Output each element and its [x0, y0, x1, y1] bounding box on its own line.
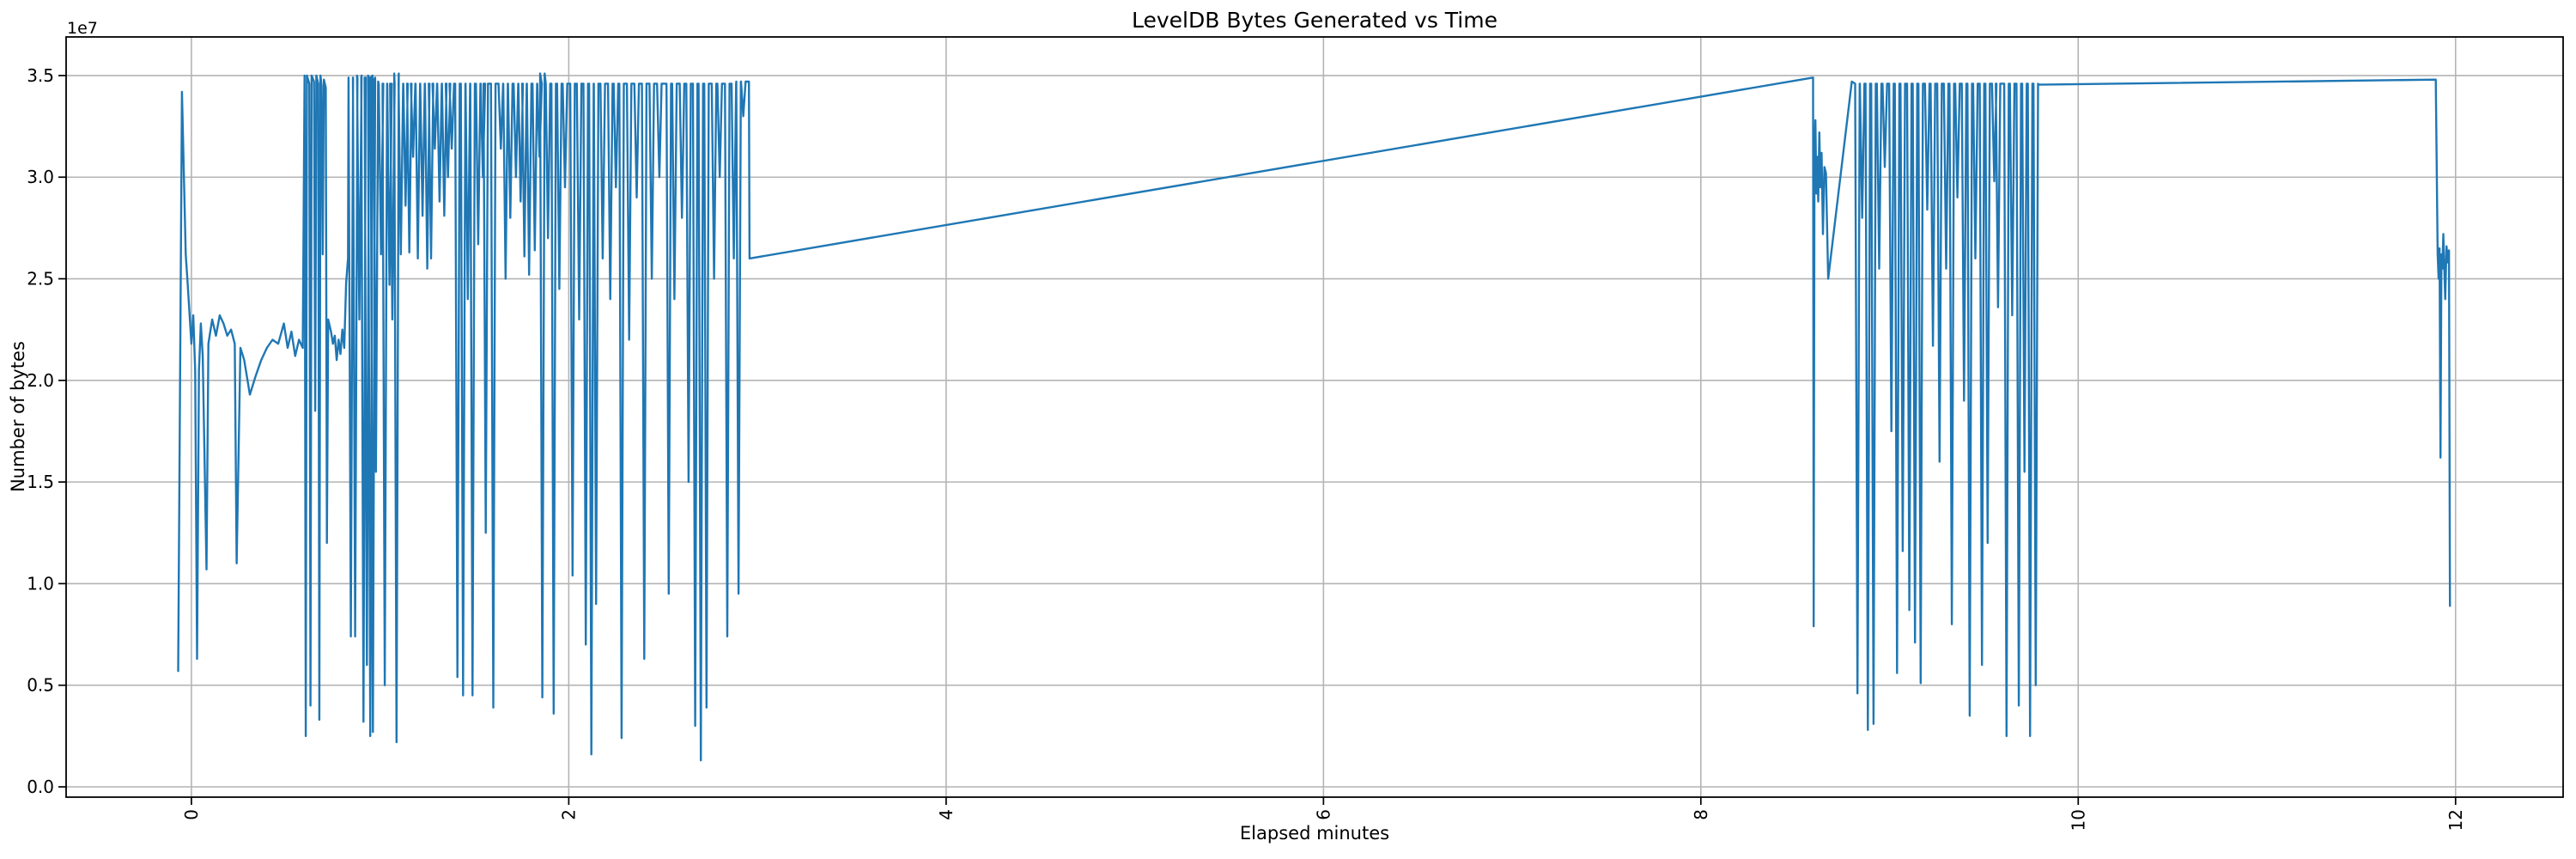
axes-spines [65, 36, 2564, 798]
y-axis-label: Number of bytes [8, 341, 28, 492]
ticks [58, 75, 2457, 805]
x-tick-label: 8 [1691, 809, 1711, 820]
y-tick-label: 2.0 [27, 370, 54, 391]
tick-labels: 0 2 4 6 8 10 12 0.0 0.5 1.0 1.5 2.0 2.5 3.0 3.5 [27, 65, 2466, 832]
y-tick-label: 0.5 [27, 675, 54, 696]
x-tick-label: 10 [2068, 809, 2088, 831]
y-axis-offset-label: 1e7 [67, 19, 98, 38]
y-tick-label: 2.5 [27, 269, 54, 289]
x-tick-label: 2 [558, 809, 579, 820]
y-tick-label: 3.5 [27, 65, 54, 86]
y-tick-label: 3.0 [27, 167, 54, 187]
y-tick-label: 1.0 [27, 573, 54, 594]
x-tick-label: 4 [936, 809, 957, 820]
y-tick-label: 0.0 [27, 777, 54, 797]
series-line-bytes_generated [177, 72, 2451, 762]
x-tick-label: 12 [2445, 809, 2466, 831]
x-tick-label: 0 [181, 809, 202, 820]
y-tick-label: 1.5 [27, 472, 54, 492]
chart-title: LevelDB Bytes Generated vs Time [1132, 8, 1498, 33]
x-tick-label: 6 [1313, 809, 1334, 820]
x-axis-label: Elapsed minutes [1239, 823, 1390, 844]
